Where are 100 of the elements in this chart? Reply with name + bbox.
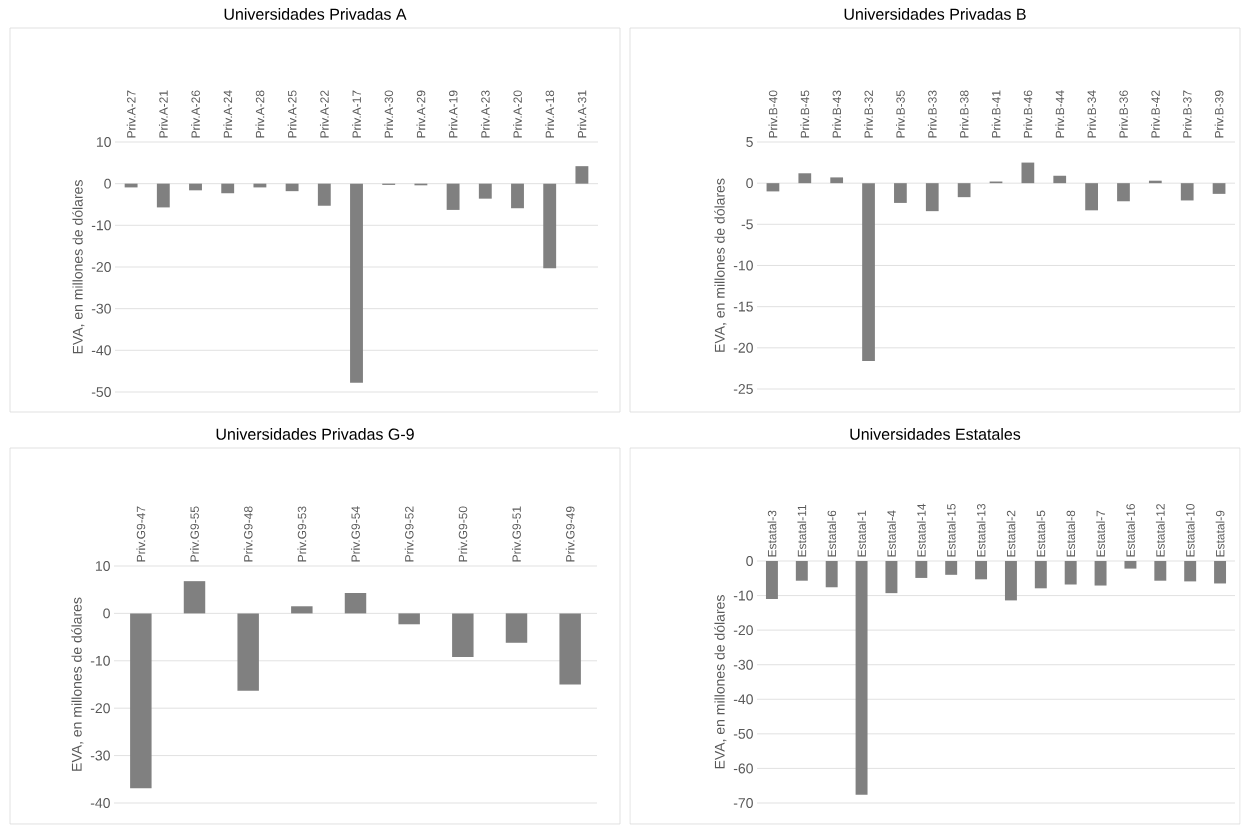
bar — [1180, 183, 1194, 201]
x-tick-label: Priv.A-17 — [352, 90, 361, 138]
y-axis-title: EVA, en millones de dólares — [71, 597, 84, 771]
x-tick-label: Estatal-8 — [1066, 510, 1076, 557]
y-tick-label: -50 — [733, 728, 753, 739]
bar — [766, 183, 780, 192]
x-tick-label: Priv.G9-47 — [136, 506, 146, 562]
x-tick-label: Estatal-4 — [887, 510, 896, 557]
x-tick-label: Priv.A-26 — [191, 90, 200, 138]
y-tick-label: -60 — [733, 763, 753, 774]
x-tick-label: Priv.B-40 — [768, 90, 778, 138]
x-tick-label: Priv.B-44 — [1055, 90, 1065, 138]
y-tick-label: -20 — [733, 342, 753, 353]
x-tick-label: Estatal-6 — [827, 510, 837, 557]
y-tick-label: -20 — [733, 625, 753, 636]
x-tick-label: Priv.A-22 — [319, 90, 329, 138]
y-tick-label: -10 — [733, 590, 753, 601]
y-tick-label: -30 — [90, 750, 110, 761]
x-tick-label: Estatal-5 — [1036, 510, 1046, 557]
bar — [452, 613, 474, 657]
x-tick-label: Priv.G9-55 — [190, 506, 199, 562]
chart-title: Universidades Estatales — [850, 428, 1021, 440]
bar — [1085, 183, 1098, 211]
x-tick-label: Estatal-12 — [1155, 504, 1165, 557]
x-tick-label: Priv.A-29 — [416, 90, 426, 138]
x-tick-label: Estatal-11 — [797, 504, 807, 557]
x-tick-label: Priv.B-43 — [832, 90, 842, 138]
chart-title: Universidades Privadas G-9 — [216, 428, 414, 440]
x-tick-label: Priv.G9-52 — [404, 506, 414, 562]
x-tick-label: Priv.B-42 — [1150, 90, 1160, 138]
x-tick-label: Priv.A-27 — [126, 90, 136, 138]
x-tick-label: Priv.A-30 — [384, 90, 394, 138]
bar — [1117, 183, 1130, 202]
bar — [830, 177, 844, 184]
y-tick-label: 5 — [746, 137, 753, 147]
y-tick-label: -25 — [733, 384, 753, 394]
bar — [1021, 162, 1035, 184]
bar — [798, 173, 812, 184]
y-tick-label: -10 — [91, 220, 111, 231]
bar — [559, 613, 581, 685]
y-tick-label: -40 — [90, 798, 110, 808]
x-tick-label: Priv.B-37 — [1182, 90, 1192, 138]
y-tick-label: -50 — [91, 387, 111, 397]
y-axis-title: EVA, en millones de dólares — [72, 180, 85, 354]
chart-title: Universidades Privadas A — [224, 8, 407, 20]
y-tick-label: -20 — [91, 262, 111, 272]
x-tick-label: Priv.B-45 — [800, 90, 810, 138]
x-tick-label: Estatal-15 — [946, 503, 956, 557]
x-tick-label: Priv.B-46 — [1023, 90, 1033, 138]
x-tick-label: Priv.G9-48 — [243, 506, 253, 562]
x-tick-label: Priv.B-34 — [1087, 90, 1096, 138]
bar — [1053, 175, 1067, 184]
y-tick-label: 0 — [103, 608, 110, 619]
x-tick-label: Priv.B-35 — [896, 90, 905, 138]
bar — [862, 183, 875, 361]
x-tick-label: Priv.A-20 — [513, 90, 522, 138]
x-tick-label: Priv.B-32 — [864, 90, 873, 138]
x-tick-label: Estatal-16 — [1126, 503, 1135, 557]
x-tick-label: Priv.A-23 — [480, 90, 490, 138]
chart-title: Universidades Privadas B — [844, 8, 1026, 20]
x-tick-label: Priv.A-18 — [545, 90, 555, 138]
y-tick-label: -10 — [90, 655, 110, 666]
y-tick-label: 10 — [96, 137, 111, 147]
y-tick-label: 0 — [104, 178, 111, 189]
bar — [1212, 183, 1226, 194]
y-tick-label: -40 — [733, 694, 753, 705]
bar — [505, 613, 528, 643]
y-tick-label: -30 — [733, 659, 753, 670]
x-tick-label: Priv.G9-50 — [458, 506, 468, 562]
x-tick-label: Priv.A-28 — [255, 90, 265, 138]
x-tick-label: Priv.B-33 — [927, 90, 937, 138]
x-tick-label: Priv.B-38 — [959, 90, 969, 138]
x-tick-label: Priv.G9-53 — [297, 506, 307, 562]
bar — [344, 593, 367, 614]
x-tick-label: Priv.A-19 — [448, 90, 458, 138]
y-tick-label: 0 — [746, 178, 753, 189]
bar — [237, 613, 259, 691]
x-tick-label: Estatal-10 — [1185, 503, 1195, 557]
bar — [291, 606, 313, 614]
x-tick-label: Priv.G9-54 — [351, 506, 360, 562]
y-tick-label: -10 — [733, 260, 753, 271]
x-tick-label: Priv.B-36 — [1119, 90, 1128, 138]
bar — [183, 581, 206, 614]
x-tick-label: Priv.G9-49 — [565, 506, 575, 562]
x-tick-label: Estatal-2 — [1006, 510, 1016, 557]
x-tick-label: Estatal-13 — [976, 503, 986, 557]
x-tick-label: Priv.A-31 — [577, 90, 587, 138]
x-tick-label: Priv.A-21 — [158, 90, 168, 138]
y-tick-label: -40 — [91, 345, 111, 356]
x-tick-label: Estatal-14 — [916, 503, 926, 557]
y-tick-label: -30 — [91, 303, 111, 314]
x-tick-label: Estatal-7 — [1096, 510, 1105, 557]
bar — [894, 183, 907, 203]
y-axis-title: EVA, en millones de dólares — [714, 595, 727, 769]
y-tick-label: 0 — [746, 556, 753, 566]
bar — [957, 183, 971, 198]
y-tick-label: -20 — [90, 703, 110, 714]
bar — [925, 183, 939, 212]
y-tick-label: 10 — [95, 561, 110, 571]
bar — [130, 613, 152, 789]
